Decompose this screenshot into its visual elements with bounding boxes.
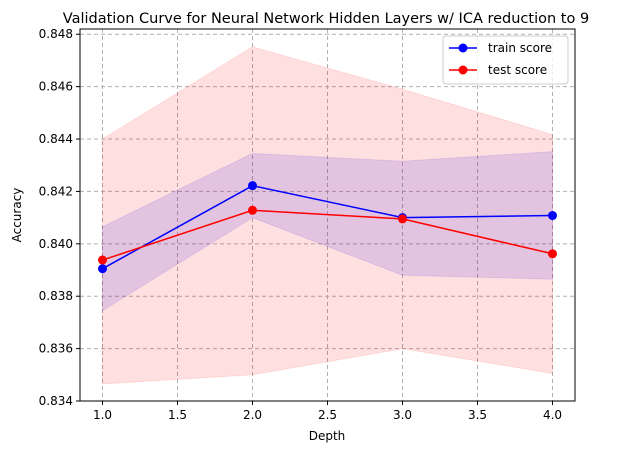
legend-label-test: test score	[488, 63, 547, 77]
point-train	[248, 181, 257, 191]
x-tick-label: 3.5	[468, 408, 487, 422]
point-test	[398, 214, 407, 224]
legend-swatch-train-marker	[458, 43, 468, 53]
line-test	[102, 209, 553, 261]
x-tick-label: 1.5	[168, 408, 187, 422]
x-tick-label: 2.5	[318, 408, 337, 422]
y-tick-label: 0.848	[39, 27, 73, 41]
legend-swatch-test-marker	[458, 65, 468, 75]
line-train	[102, 184, 553, 270]
point-train	[548, 211, 557, 221]
y-axis-ticks: 0.834 0.836 0.838 0.840 0.842 0.844 0.846 0.848	[39, 27, 80, 408]
point-test	[548, 249, 557, 259]
x-tick-label: 3.0	[393, 408, 412, 422]
y-tick-label: 0.838	[39, 289, 73, 303]
x-tick-label: 2.0	[243, 408, 262, 422]
y-axis-label: Accuracy	[10, 188, 24, 243]
x-axis-ticks: 1.0 1.5 2.0 2.5 3.0 3.5 4.0	[93, 401, 562, 422]
series-points	[98, 181, 557, 274]
y-tick-label: 0.840	[39, 237, 73, 251]
y-tick-label: 0.844	[39, 132, 73, 146]
legend-label-train: train score	[488, 41, 552, 55]
y-tick-label: 0.846	[39, 80, 73, 94]
x-tick-label: 4.0	[543, 408, 562, 422]
confidence-bands	[102, 46, 553, 385]
band-train	[102, 151, 553, 312]
y-tick-label: 0.834	[39, 394, 73, 408]
chart-title: Validation Curve for Neural Network Hidd…	[63, 11, 589, 27]
point-test	[98, 255, 107, 265]
y-tick-label: 0.836	[39, 342, 73, 356]
x-tick-label: 1.0	[93, 408, 112, 422]
series-lines	[102, 184, 553, 270]
point-train	[98, 264, 107, 274]
x-axis-label: Depth	[309, 429, 346, 443]
y-tick-label: 0.842	[39, 184, 73, 198]
legend: train score test score	[442, 35, 569, 85]
band-test	[102, 46, 553, 385]
point-test	[248, 205, 257, 215]
